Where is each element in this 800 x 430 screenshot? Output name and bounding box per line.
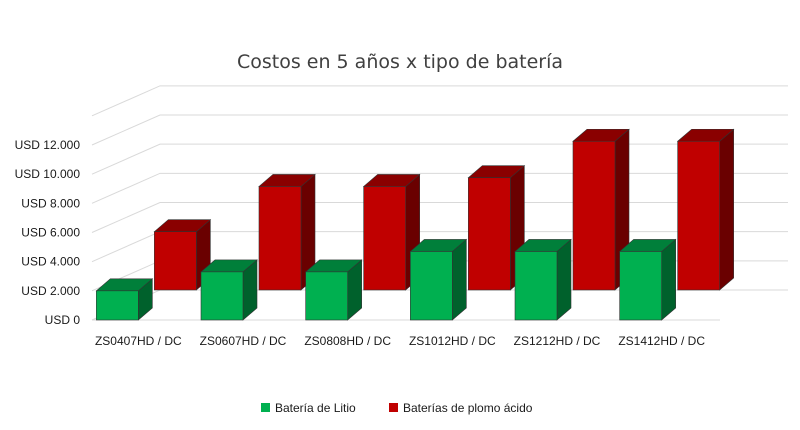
category-label: ZS0407HD / DC [95, 334, 182, 348]
bar-litio [618, 238, 677, 321]
category-label: ZS1412HD / DC [618, 334, 705, 348]
bar-litio-side [452, 238, 467, 321]
category-label: ZS0808HD / DC [304, 334, 391, 348]
legend-swatch-litio [261, 403, 270, 412]
bar-plomo [258, 173, 316, 291]
legend-label-plomo: Baterías de plomo ácido [403, 401, 533, 415]
bar-plomo-front [572, 140, 616, 291]
bar-litio-side [556, 238, 572, 321]
bar-plomo [572, 128, 630, 291]
bar-plomo-front [363, 186, 406, 291]
bar-litio-front [305, 271, 348, 321]
bar-litio-side [661, 238, 676, 321]
bar-litio-front [200, 271, 244, 321]
bar-plomo-front [154, 231, 197, 291]
y-tick-label: USD 6.000 [21, 226, 80, 240]
y-tick-label: USD 0 [45, 313, 81, 327]
bar-plomo-front [468, 177, 511, 291]
bar-litio [409, 238, 468, 321]
bar-litio-front [619, 251, 662, 321]
y-axis: USD 0 USD 2.000 USD 4.000 USD 6.000 USD 8.00… [15, 138, 81, 327]
category-label: ZS1212HD / DC [514, 334, 601, 348]
y-tick-label: USD 4.000 [21, 255, 80, 269]
y-tick-label: USD 8.000 [21, 196, 80, 210]
gridline [91, 85, 788, 117]
legend: Batería de Litio Baterías de plomo ácido [261, 401, 533, 415]
category-label: ZS0607HD / DC [200, 334, 287, 348]
bar-plomo [362, 173, 421, 291]
y-tick-label: USD 10.000 [15, 167, 81, 181]
chart-title: Costos en 5 años x tipo de batería [237, 51, 563, 73]
bar-plomo-side [719, 128, 734, 291]
bar-litio [200, 259, 258, 321]
bar-plomo-front [677, 140, 720, 291]
x-axis: ZS0407HD / DC ZS0607HD / DC ZS0808HD / DC Z… [95, 334, 705, 348]
gridline [91, 114, 788, 146]
legend-swatch-plomo [389, 403, 398, 412]
bar-litio-front [514, 251, 558, 321]
bars [95, 128, 735, 321]
y-tick-label: USD 2.000 [21, 284, 80, 298]
bar-plomo-front [258, 186, 302, 291]
bar-litio-front [96, 290, 139, 321]
bar-litio [95, 278, 154, 321]
y-tick-label: USD 12.000 [15, 138, 81, 152]
legend-label-litio: Batería de Litio [275, 401, 356, 415]
bar-litio [514, 238, 572, 321]
bar-litio [304, 259, 363, 321]
category-label: ZS1012HD / DC [409, 334, 496, 348]
bar-plomo [676, 128, 735, 291]
bar-litio-front [410, 251, 453, 321]
